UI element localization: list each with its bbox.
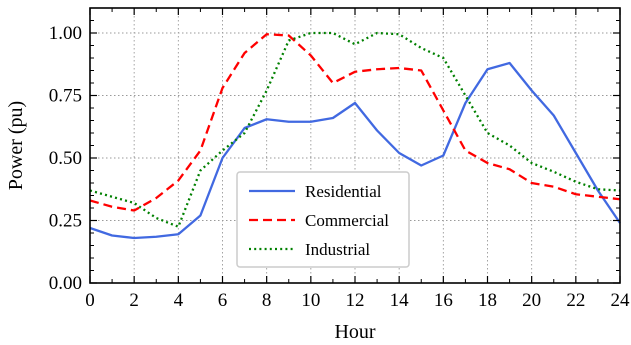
axis-ticks [89, 8, 621, 284]
x-tick-label: 8 [262, 290, 272, 311]
series-line-industrial [89, 31, 621, 228]
x-tick-label: 18 [478, 290, 497, 311]
y-tick-label: 0.50 [49, 148, 82, 169]
x-tick-label: 12 [346, 290, 365, 311]
x-tick-label: 16 [434, 290, 453, 311]
legend-box [236, 171, 410, 268]
legend: Residential Commercial Industrial [236, 171, 410, 268]
y-tick-label: 0.25 [49, 211, 82, 232]
legend-label-commercial: Commercial [305, 211, 389, 230]
x-tick-label: 0 [85, 290, 95, 311]
series-line-residential [89, 61, 621, 240]
x-tick-label: 2 [129, 290, 139, 311]
y-axis-label: Power (pu) [5, 101, 27, 190]
series-line-commercial [89, 33, 621, 212]
y-tick-label: 0.00 [49, 273, 82, 294]
y-tick-label: 1.00 [49, 23, 82, 44]
series-group [89, 31, 621, 240]
x-axis-label: Hour [334, 321, 375, 343]
x-tick-label: 24 [611, 290, 631, 311]
tick-labels: 0 2 4 6 8 10 12 14 16 18 20 22 240.000.250.500.751.0… [49, 23, 630, 311]
x-tick-label: 22 [566, 290, 585, 311]
x-tick-label: 20 [522, 290, 541, 311]
legend-label-residential: Residential [305, 182, 382, 201]
x-tick-label: 6 [218, 290, 228, 311]
x-tick-label: 14 [390, 290, 410, 311]
x-tick-label: 4 [174, 290, 184, 311]
y-tick-label: 0.75 [49, 86, 82, 107]
x-tick-label: 10 [301, 290, 320, 311]
legend-label-industrial: Industrial [305, 240, 370, 259]
